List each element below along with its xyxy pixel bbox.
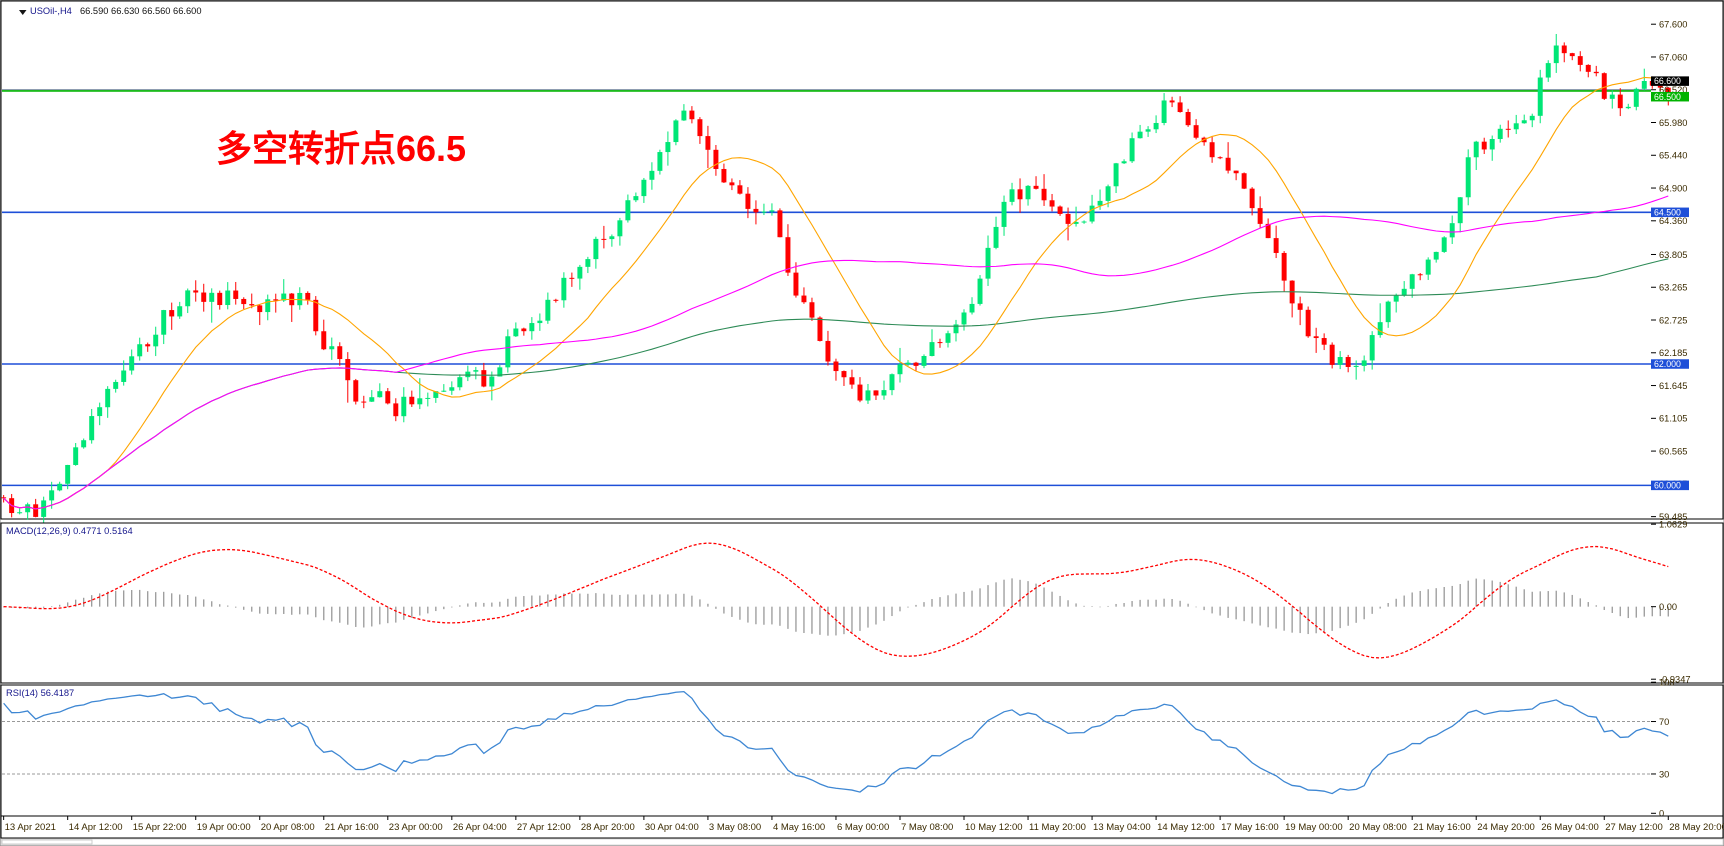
svg-text:21 Apr 16:00: 21 Apr 16:00 xyxy=(325,822,379,833)
svg-text:60.000: 60.000 xyxy=(1654,480,1681,490)
svg-text:64.900: 64.900 xyxy=(1659,183,1687,193)
svg-text:63.265: 63.265 xyxy=(1659,283,1687,293)
svg-text:14 Apr 12:00: 14 Apr 12:00 xyxy=(69,822,123,833)
svg-text:24 May 20:00: 24 May 20:00 xyxy=(1477,822,1535,833)
svg-text:7 May 08:00: 7 May 08:00 xyxy=(901,822,953,833)
svg-text:6 May 00:00: 6 May 00:00 xyxy=(837,822,889,833)
svg-text:62.000: 62.000 xyxy=(1654,359,1681,369)
svg-text:30 Apr 04:00: 30 Apr 04:00 xyxy=(645,822,699,833)
svg-text:23 Apr 00:00: 23 Apr 00:00 xyxy=(389,822,443,833)
svg-text:70: 70 xyxy=(1659,717,1669,727)
svg-text:100: 100 xyxy=(1659,678,1675,688)
svg-text:4 May 16:00: 4 May 16:00 xyxy=(773,822,825,833)
svg-text:15 Apr 22:00: 15 Apr 22:00 xyxy=(133,822,187,833)
svg-text:66.500: 66.500 xyxy=(1654,92,1681,102)
svg-text:63.805: 63.805 xyxy=(1659,250,1687,260)
svg-text:多空转折点66.5: 多空转折点66.5 xyxy=(216,128,466,169)
svg-text:30: 30 xyxy=(1659,769,1669,779)
svg-text:RSI(14) 56.4187: RSI(14) 56.4187 xyxy=(6,688,74,698)
svg-text:65.440: 65.440 xyxy=(1659,151,1687,161)
svg-text:27 May 12:00: 27 May 12:00 xyxy=(1605,822,1663,833)
svg-text:60.565: 60.565 xyxy=(1659,446,1687,456)
svg-text:MACD(12,26,9) 0.4771 0.5164: MACD(12,26,9) 0.4771 0.5164 xyxy=(6,526,133,536)
svg-text:65.980: 65.980 xyxy=(1659,118,1687,128)
svg-text:67.060: 67.060 xyxy=(1659,52,1687,62)
svg-text:19 May 00:00: 19 May 00:00 xyxy=(1285,822,1343,833)
svg-text:10 May 12:00: 10 May 12:00 xyxy=(965,822,1023,833)
svg-text:0.00: 0.00 xyxy=(1659,602,1677,612)
svg-text:17 May 16:00: 17 May 16:00 xyxy=(1221,822,1279,833)
svg-text:66.600: 66.600 xyxy=(1654,76,1681,86)
svg-text:62.185: 62.185 xyxy=(1659,348,1687,358)
svg-text:20 May 08:00: 20 May 08:00 xyxy=(1349,822,1407,833)
svg-text:21 May 16:00: 21 May 16:00 xyxy=(1413,822,1471,833)
svg-text:USOil-,H4: USOil-,H4 xyxy=(30,6,72,16)
svg-text:64.500: 64.500 xyxy=(1654,207,1681,217)
svg-text:66.590 66.630 66.560 66.600: 66.590 66.630 66.560 66.600 xyxy=(80,6,202,16)
svg-text:26 May 04:00: 26 May 04:00 xyxy=(1541,822,1599,833)
svg-text:13 Apr 2021: 13 Apr 2021 xyxy=(5,822,56,833)
svg-text:62.725: 62.725 xyxy=(1659,315,1687,325)
svg-text:1.0629: 1.0629 xyxy=(1659,520,1687,530)
svg-text:61.105: 61.105 xyxy=(1659,414,1687,424)
svg-text:3 May 08:00: 3 May 08:00 xyxy=(709,822,761,833)
svg-text:28 Apr 20:00: 28 Apr 20:00 xyxy=(581,822,635,833)
svg-text:19 Apr 00:00: 19 Apr 00:00 xyxy=(197,822,251,833)
svg-text:11 May 20:00: 11 May 20:00 xyxy=(1029,822,1086,833)
svg-text:13 May 04:00: 13 May 04:00 xyxy=(1093,822,1151,833)
svg-text:61.645: 61.645 xyxy=(1659,381,1687,391)
svg-text:14 May 12:00: 14 May 12:00 xyxy=(1157,822,1215,833)
svg-text:28 May 20:00: 28 May 20:00 xyxy=(1669,822,1724,833)
svg-text:67.600: 67.600 xyxy=(1659,20,1687,30)
svg-text:26 Apr 04:00: 26 Apr 04:00 xyxy=(453,822,507,833)
svg-text:27 Apr 12:00: 27 Apr 12:00 xyxy=(517,822,571,833)
svg-text:20 Apr 08:00: 20 Apr 08:00 xyxy=(261,822,315,833)
svg-text:64.360: 64.360 xyxy=(1659,216,1687,226)
